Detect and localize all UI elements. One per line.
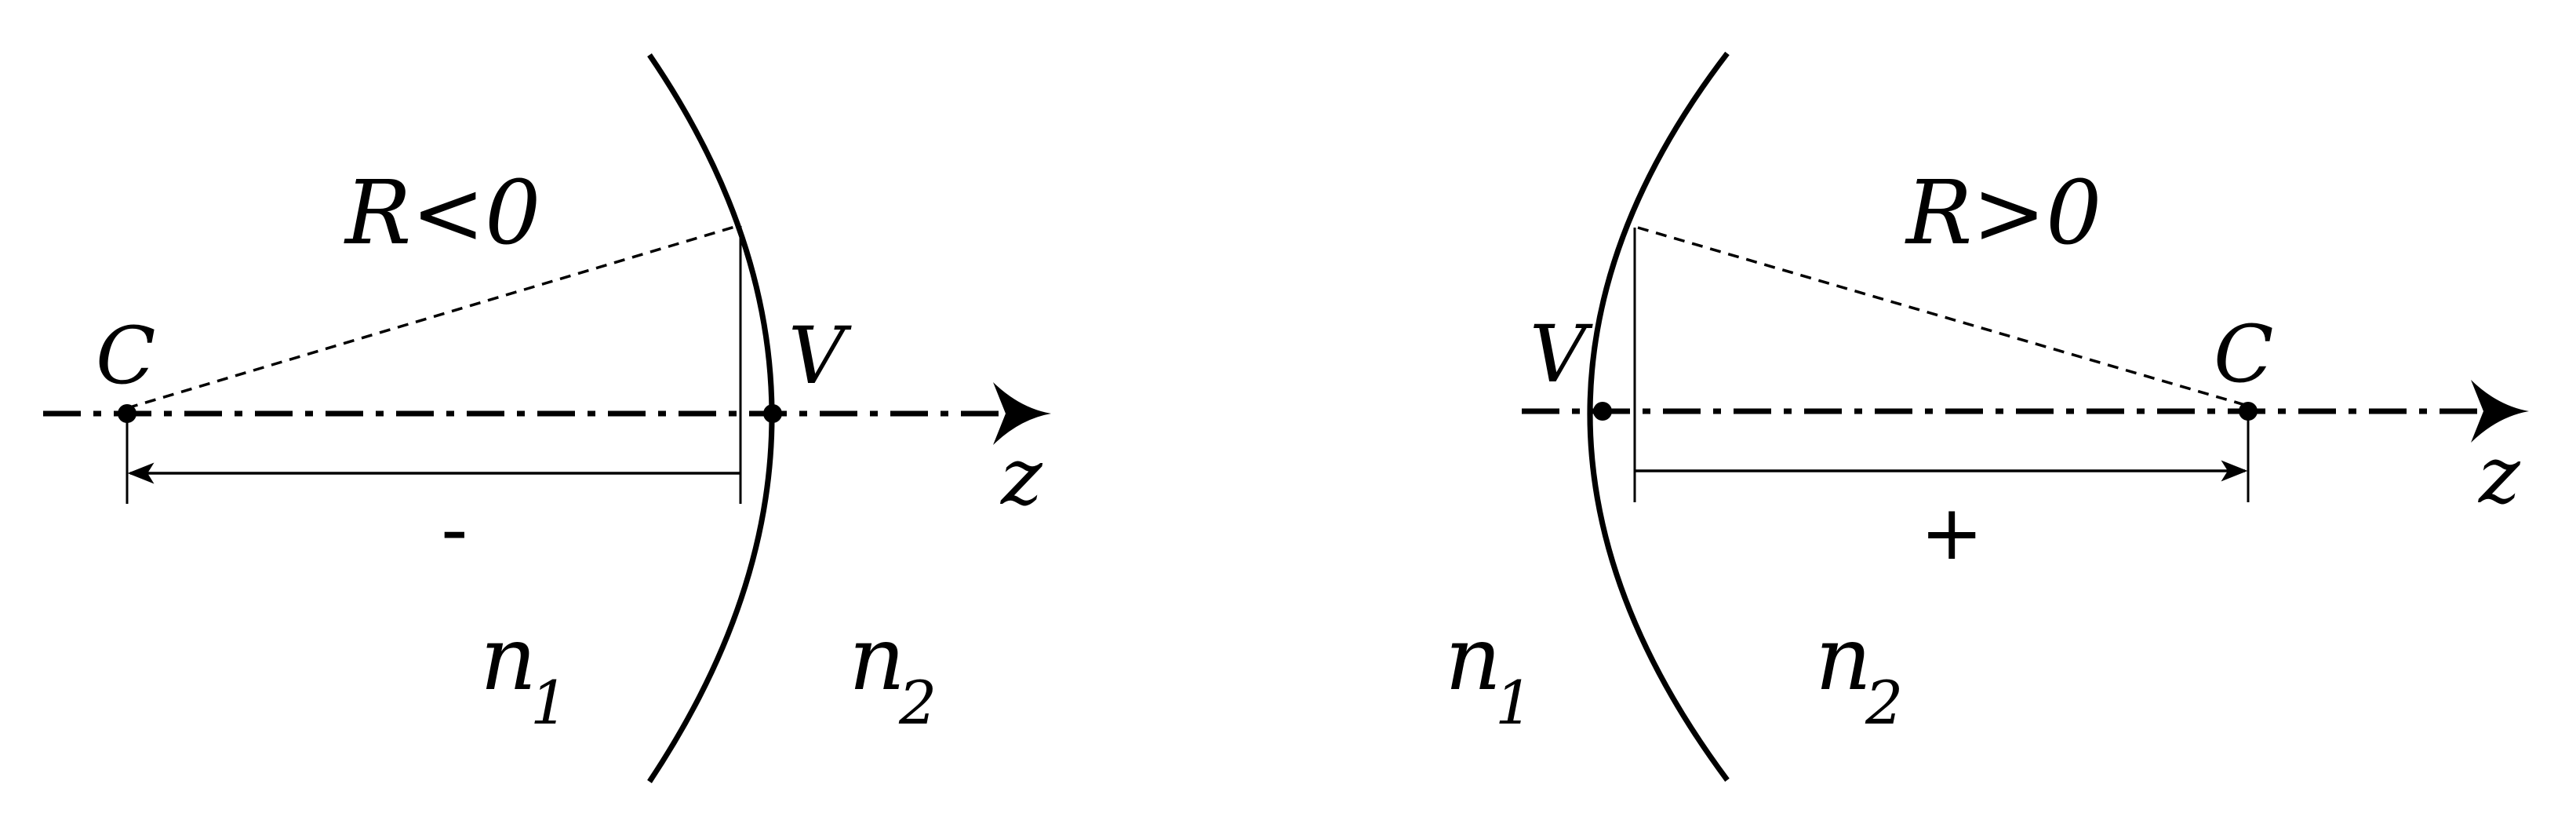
left-vertex-point [763,404,782,423]
left-vertex-label: V [788,310,852,402]
right-panel: R>0 V C z + n 1 n 2 [1445,51,2529,782]
right-medium1-label: n 1 [1445,608,1533,738]
right-axis-arrowhead [2471,380,2529,443]
right-vertex-point [1593,402,1612,421]
left-medium1-label: n 1 [480,608,568,738]
right-vertex-label: V [1530,308,1593,400]
left-medium2-subscript: 2 [898,668,937,738]
left-center-label: C [96,310,156,402]
left-medium1-subscript: 1 [530,668,568,738]
left-panel: R<0 C V z - n 1 n 2 [43,53,1051,783]
right-medium2-symbol: n [1815,608,1872,710]
left-radius-label: R<0 [344,162,540,264]
right-medium1-symbol: n [1445,608,1501,710]
right-center-point [2239,402,2258,421]
right-refracting-surface [1587,51,1730,782]
left-medium2-label: n 2 [849,608,937,738]
left-refracting-surface [647,53,775,783]
left-center-point [118,404,136,423]
right-medium2-label: n 2 [1815,608,1903,738]
left-medium2-symbol: n [849,608,905,710]
right-radius-label: R>0 [1905,162,2101,264]
right-axis-label: z [2478,429,2521,521]
right-medium2-subscript: 2 [1865,668,1903,738]
right-center-label: C [2214,308,2274,400]
left-medium1-symbol: n [480,608,537,710]
left-axis-label: z [1000,431,1043,523]
left-axis-arrowhead [993,382,1051,445]
left-sign-label: - [441,486,468,574]
left-radius-dashed-line [126,224,738,410]
right-medium1-subscript: 1 [1495,668,1533,738]
right-sign-label: + [1920,489,1983,577]
